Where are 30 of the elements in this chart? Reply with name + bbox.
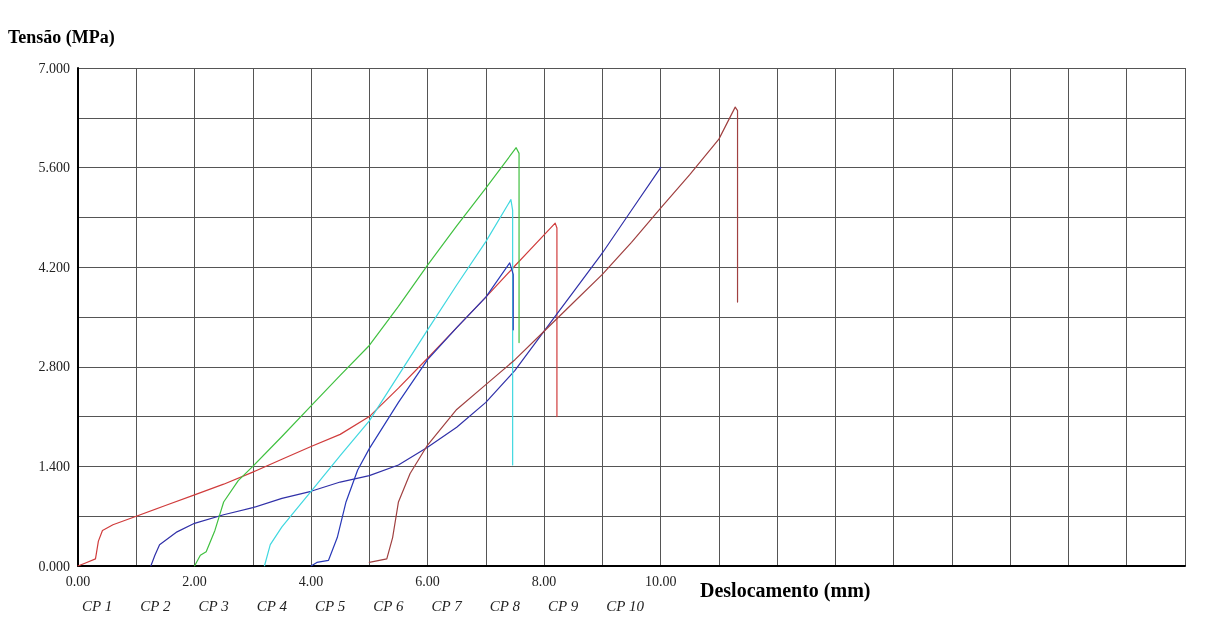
x-tick-label: 6.00	[415, 573, 440, 589]
line-series	[77, 222, 558, 567]
text: CP 9	[548, 597, 579, 614]
text: CP 10	[606, 597, 645, 614]
text: CP 2	[140, 597, 171, 614]
text: CP 3	[198, 597, 229, 614]
x-axis-title: Deslocamento (mm)	[700, 579, 871, 602]
x-tick-label: 0.00	[65, 573, 91, 589]
text: CP 5	[315, 597, 346, 614]
x-tick-label: 4.00	[298, 573, 324, 589]
y-tick-label: 2.800	[38, 359, 70, 375]
line-series	[150, 167, 662, 567]
x-tick-label: 2.00	[182, 573, 207, 589]
line-series	[193, 147, 520, 567]
y-tick-label: 0.000	[38, 558, 70, 574]
x-tick-label: 10.00	[644, 573, 677, 589]
y-axis-title: Tensão (MPa)	[8, 27, 115, 48]
y-tick-label: 7.000	[38, 60, 70, 76]
line-series	[263, 199, 514, 567]
y-tick-label: 1.400	[38, 458, 70, 474]
text: CP 4	[256, 597, 288, 614]
text: CP 7	[431, 597, 464, 614]
text: CP 1	[82, 597, 113, 614]
line-series	[368, 106, 739, 564]
text: CP 6	[373, 597, 404, 614]
x-tick-label: 8.00	[531, 573, 557, 589]
line-series	[310, 262, 514, 567]
y-tick-label: 4.200	[38, 259, 70, 275]
text: CP 8	[489, 597, 521, 614]
y-tick-label: 5.600	[38, 160, 70, 176]
